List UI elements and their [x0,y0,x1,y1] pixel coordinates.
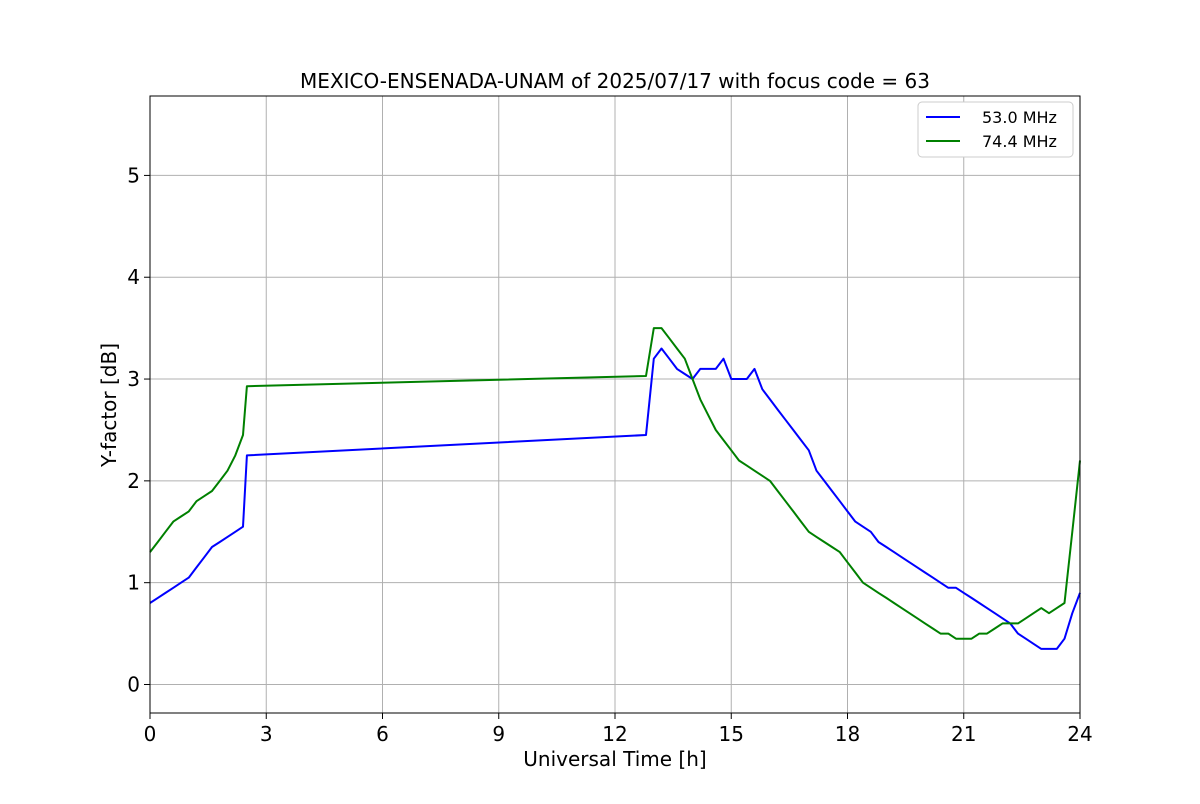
legend-label-53-mhz: 53.0 MHz [982,108,1057,127]
y-tick-label-2: 2 [127,469,140,493]
y-tick-label-5: 5 [127,163,140,187]
y-tick-label-4: 4 [127,265,140,289]
series-line-1 [149,327,1081,640]
y-tick-label-1: 1 [127,571,140,595]
y-tick-group: 0 1 2 3 4 5 [127,163,150,696]
x-tick-label-24: 24 [1067,722,1092,746]
series-line-0 [149,347,1081,650]
x-axis-label: Universal Time [h] [523,747,706,771]
x-tick-label-9: 9 [492,722,505,746]
x-tick-label-3: 3 [260,722,273,746]
y-axis-label: Y-factor [dB] [97,343,121,468]
x-tick-label-15: 15 [719,722,744,746]
x-tick-label-12: 12 [602,722,627,746]
x-tick-group: 0 3 6 9 12 15 18 21 24 [144,713,1093,746]
x-tick-label-21: 21 [951,722,976,746]
legend-box [917,101,1074,158]
legend: 53.0 MHz 74.4 MHz [917,101,1074,158]
series-group [149,327,1081,650]
y-tick-label-0: 0 [127,672,140,696]
x-tick-label-6: 6 [376,722,389,746]
x-tick-label-18: 18 [835,722,860,746]
chart-title: MEXICO-ENSENADA-UNAM of 2025/07/17 with … [300,69,930,93]
y-tick-label-3: 3 [127,367,140,391]
legend-label-74-mhz: 74.4 MHz [982,132,1057,151]
x-tick-label-0: 0 [144,722,157,746]
